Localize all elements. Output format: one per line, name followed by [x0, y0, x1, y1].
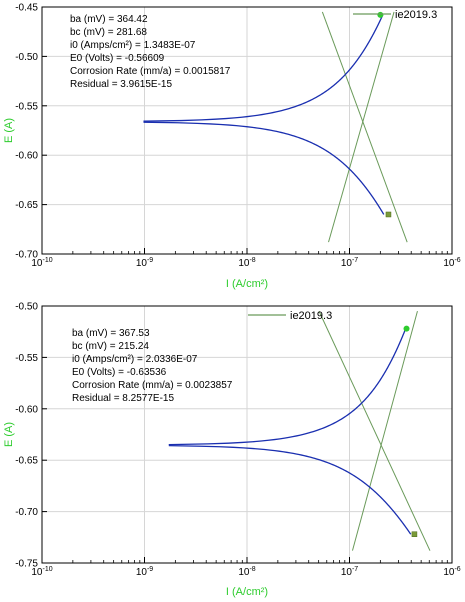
x-tick-label: 10-6: [443, 566, 460, 578]
x-tick-label: 10-7: [341, 257, 358, 269]
axes-frame: [41, 305, 453, 564]
y-tick-label: -0.65: [15, 456, 38, 467]
x-tick-exponent: -6: [454, 257, 460, 264]
legend: ie2019.3: [353, 9, 437, 21]
x-tick-base: 10: [341, 567, 353, 578]
fit-parameter-line: bc (mV) = 281.68: [70, 27, 147, 38]
x-tick-exponent: -10: [43, 566, 53, 573]
legend: ie2019.3: [248, 310, 332, 322]
fit-parameters: ba (mV) = 367.53 bc (mV) = 215.24 i0 (Amps…: [72, 328, 233, 404]
endpoint-marker-top: [377, 11, 384, 18]
fit-parameter-line: ba (mV) = 364.42: [70, 14, 148, 25]
x-tick-exponent: -10: [43, 257, 53, 264]
y-tick-label: -0.55: [15, 101, 38, 112]
x-tick-base: 10: [443, 258, 455, 269]
x-tick-label: 10-9: [136, 257, 153, 269]
x-tick-exponent: -8: [249, 566, 255, 573]
y-tick-label: -0.70: [15, 250, 38, 261]
fit-parameter-line: bc (mV) = 215.24: [72, 341, 149, 352]
x-tick-label: 10-8: [238, 566, 255, 578]
y-axis-title: E (A): [3, 118, 15, 143]
x-tick-exponent: -7: [352, 566, 358, 573]
fit-parameter-line: i0 (Amps/cm²) = 1.3483E-07: [70, 40, 196, 51]
cathodic-branch-curve: [168, 445, 412, 535]
anodic-branch-curve: [168, 328, 407, 446]
fit-parameter-line: Residual = 3.9615E-15: [70, 79, 172, 90]
x-axis-title: I (A/cm²): [226, 278, 268, 290]
fit-parameter-line: Residual = 8.2577E-15: [72, 393, 174, 404]
fit-parameter-line: E0 (Volts) = -0.56609: [70, 53, 165, 64]
y-tick-label: -0.60: [15, 404, 38, 415]
fit-parameter-line: i0 (Amps/cm²) = 2.0336E-07: [72, 354, 198, 365]
y-tick-label: -0.65: [15, 200, 38, 211]
cathodic-tafel-line: [318, 310, 431, 551]
x-tick-exponent: -8: [249, 257, 255, 264]
cathodic-tafel-line: [321, 11, 408, 243]
x-tick-label: 10-6: [443, 257, 460, 269]
x-tick-exponent: -6: [454, 566, 460, 573]
y-axis-title: E (A): [3, 422, 15, 447]
fit-parameters: ba (mV) = 364.42 bc (mV) = 281.68 i0 (Amps…: [70, 14, 231, 90]
anodic-tafel-line: [351, 311, 418, 551]
x-tick-base: 10: [238, 567, 250, 578]
x-tick-base: 10: [136, 258, 148, 269]
anodic-branch-curve: [143, 14, 384, 122]
x-tick-base: 10: [31, 258, 43, 269]
y-tick-label: -0.60: [15, 151, 38, 162]
endpoint-marker-top: [403, 325, 410, 332]
fit-parameter-line: Corrosion Rate (mm/a) = 0.0015817: [70, 66, 231, 77]
x-tick-base: 10: [341, 258, 353, 269]
cathodic-branch-curve: [143, 121, 385, 215]
x-tick-exponent: -9: [147, 566, 153, 573]
x-tick-base: 10: [238, 258, 250, 269]
x-tick-base: 10: [443, 567, 455, 578]
x-tick-label: 10-10: [31, 566, 52, 578]
legend-label: ie2019.3: [290, 310, 332, 322]
x-tick-label: 10-10: [31, 257, 52, 269]
x-tick-base: 10: [136, 567, 148, 578]
x-tick-label: 10-8: [238, 257, 255, 269]
x-tick-exponent: -7: [352, 257, 358, 264]
y-tick-label: -0.45: [15, 3, 38, 14]
anodic-tafel-line: [328, 11, 395, 243]
fit-parameter-line: Corrosion Rate (mm/a) = 0.0023857: [72, 380, 233, 391]
x-tick-base: 10: [31, 567, 43, 578]
endpoint-marker-bottom: [411, 531, 418, 537]
endpoint-marker-bottom: [385, 211, 392, 218]
y-tick-label: -0.50: [15, 302, 38, 313]
x-tick-label: 10-7: [341, 566, 358, 578]
legend-label: ie2019.3: [395, 9, 437, 21]
x-tick-label: 10-9: [136, 566, 153, 578]
y-tick-label: -0.70: [15, 507, 38, 518]
x-tick-exponent: -9: [147, 257, 153, 264]
y-tick-label: -0.50: [15, 52, 38, 63]
x-axis-title: I (A/cm²): [226, 586, 268, 598]
y-tick-label: -0.55: [15, 353, 38, 364]
fit-parameter-line: ba (mV) = 367.53: [72, 328, 150, 339]
axes-frame: [41, 6, 453, 255]
y-tick-label: -0.75: [15, 559, 38, 570]
fit-parameter-line: E0 (Volts) = -0.63536: [72, 367, 167, 378]
